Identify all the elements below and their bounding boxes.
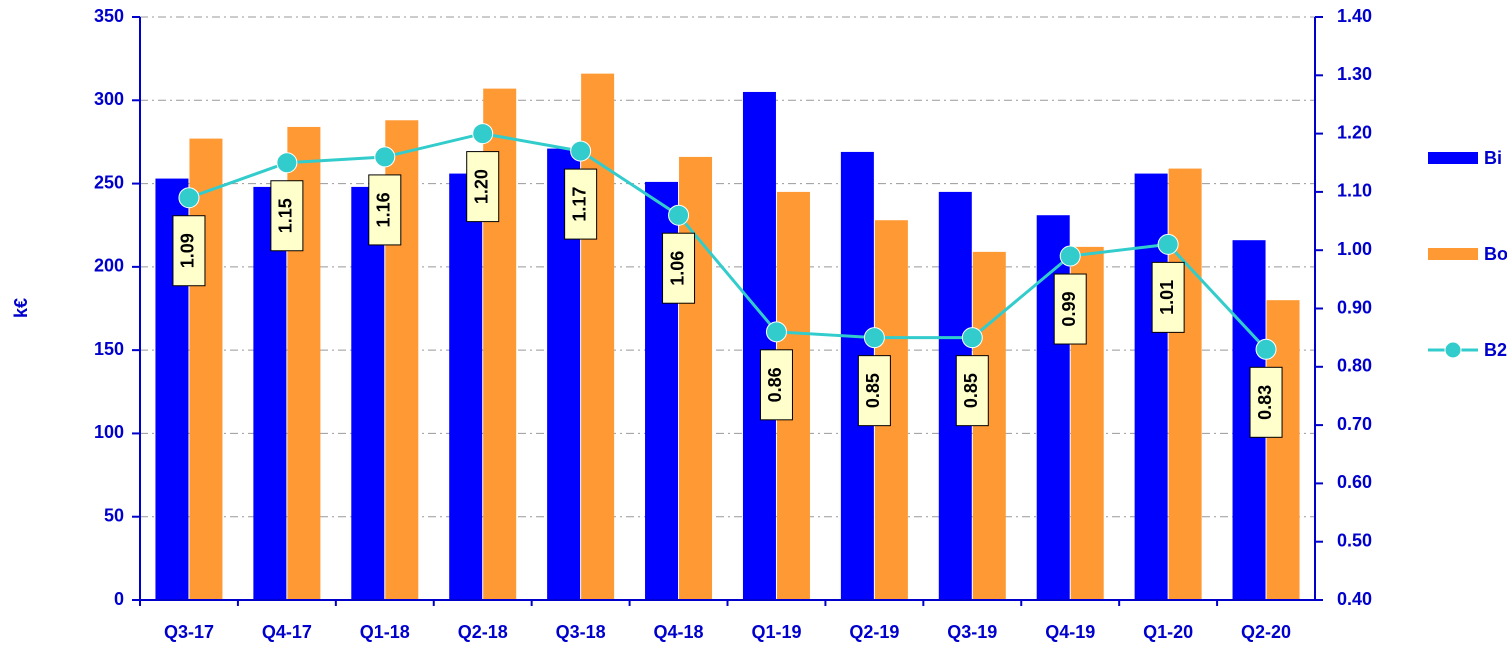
x-tick-label: Q2-18 <box>458 622 508 642</box>
data-label-box <box>759 349 793 421</box>
x-tick-label: Q4-17 <box>262 622 312 642</box>
y2-tick-label: 0.80 <box>1337 356 1372 376</box>
y-tick-label: 150 <box>94 339 124 359</box>
data-label: 0.83 <box>1255 385 1275 420</box>
legend-label: B2 <box>1484 340 1507 360</box>
data-label: 1.20 <box>471 169 491 204</box>
data-label-box <box>564 168 598 240</box>
data-label-box <box>662 232 696 304</box>
x-tick-label: Q3-19 <box>947 622 997 642</box>
line <box>188 132 1268 351</box>
y-tick-label: 250 <box>94 172 124 192</box>
data-label: 0.99 <box>1059 292 1079 327</box>
marker <box>472 123 494 145</box>
y-axis-label: k€ <box>11 298 31 318</box>
data-label: 0.86 <box>765 367 785 402</box>
data-label: 0.85 <box>961 373 981 408</box>
y2-tick-label: 1.30 <box>1337 64 1372 84</box>
y2-tick-label: 0.70 <box>1337 414 1372 434</box>
legend-marker <box>1444 341 1462 359</box>
y-tick-label: 50 <box>104 505 124 525</box>
data-label-box <box>368 174 402 246</box>
data-label: 1.01 <box>1157 280 1177 315</box>
x-tick-label: Q2-19 <box>849 622 899 642</box>
y2-tick-label: 1.40 <box>1337 6 1372 26</box>
marker <box>570 140 592 162</box>
y-tick-label: 100 <box>94 422 124 442</box>
bar <box>1036 215 1070 600</box>
marker <box>765 321 787 343</box>
y2-tick-label: 1.00 <box>1337 239 1372 259</box>
data-label: 1.16 <box>374 192 394 227</box>
data-label: 1.15 <box>276 198 296 233</box>
data-label: 0.85 <box>863 373 883 408</box>
marker <box>863 327 885 349</box>
bar <box>679 156 713 601</box>
data-label-box <box>172 215 206 287</box>
data-label-box <box>955 355 989 427</box>
legend-label: Bi <box>1484 148 1502 168</box>
marker <box>178 187 200 209</box>
data-label: 1.06 <box>667 251 687 286</box>
bar <box>1168 168 1202 600</box>
data-label: 1.09 <box>178 233 198 268</box>
data-label-box <box>857 355 891 427</box>
data-label-box <box>466 151 500 223</box>
marker <box>1255 338 1277 360</box>
bar <box>742 91 776 600</box>
x-tick-label: Q1-18 <box>360 622 410 642</box>
y2-tick-label: 0.50 <box>1337 530 1372 550</box>
data-label-box <box>1151 261 1185 333</box>
x-tick-label: Q4-19 <box>1045 622 1095 642</box>
bar <box>253 186 287 600</box>
data-label-box <box>270 180 304 252</box>
y-tick-label: 300 <box>94 89 124 109</box>
marker <box>961 327 983 349</box>
x-tick-label: Q3-17 <box>164 622 214 642</box>
data-label-box <box>1053 273 1087 345</box>
x-tick-label: Q3-18 <box>556 622 606 642</box>
x-tick-label: Q2-20 <box>1241 622 1291 642</box>
data-label: 1.17 <box>569 187 589 222</box>
bar <box>351 186 385 600</box>
x-tick-label: Q1-19 <box>751 622 801 642</box>
marker <box>374 146 396 168</box>
y2-tick-label: 0.60 <box>1337 472 1372 492</box>
x-tick-label: Q1-20 <box>1143 622 1193 642</box>
bar <box>189 138 223 600</box>
x-tick-label: Q4-18 <box>654 622 704 642</box>
data-label-box <box>1249 366 1283 438</box>
y2-tick-label: 0.40 <box>1337 589 1372 609</box>
y2-tick-label: 1.20 <box>1337 122 1372 142</box>
marker <box>668 204 690 226</box>
y-tick-label: 350 <box>94 6 124 26</box>
marker <box>1157 233 1179 255</box>
legend-swatch <box>1428 248 1478 260</box>
y-tick-label: 0 <box>114 589 124 609</box>
legend-label: Bo <box>1484 244 1507 264</box>
y-tick-label: 200 <box>94 256 124 276</box>
marker <box>1059 245 1081 267</box>
bar <box>449 173 483 600</box>
legend-swatch <box>1428 152 1478 164</box>
y2-tick-label: 0.90 <box>1337 297 1372 317</box>
y2-tick-label: 1.10 <box>1337 181 1372 201</box>
marker <box>276 152 298 174</box>
